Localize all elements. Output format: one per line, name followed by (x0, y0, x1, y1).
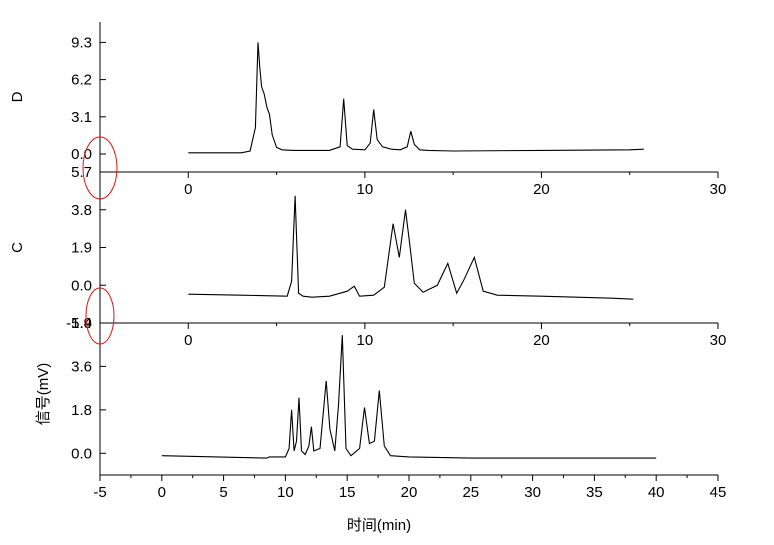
x-tick-label: 0 (158, 484, 166, 501)
x-tick-label: 20 (401, 484, 418, 501)
y-tick-label: 0.0 (71, 277, 92, 294)
y-tick-label: 5.7 (71, 164, 92, 181)
x-tick-label: 10 (357, 181, 374, 198)
y-axis-title: 信号(mV) (35, 363, 52, 426)
x-tick-label: 20 (533, 332, 550, 349)
chart-panel-2: 5.7 3.8 1.9 0.0 -1.9 0 10 20 30 C (9, 164, 726, 349)
annotation-ellipse-upper (82, 136, 118, 200)
x-tick-label: 35 (586, 484, 603, 501)
chart-panel-3: 5.4 3.6 1.8 0.0 -5 0 5 10 15 20 25 30 35 40 45 信号(mV) 时间… (35, 315, 726, 534)
y-tick-label: 9.3 (71, 34, 92, 51)
y-tick-label: 1.9 (71, 240, 92, 257)
y-tick-label: 3.1 (71, 109, 92, 126)
y-tick-label: -1.9 (66, 315, 92, 332)
chromatogram-trace (188, 42, 644, 154)
y-tick-label: 1.8 (71, 402, 92, 419)
x-tick-label: 30 (710, 181, 727, 198)
annotation-ellipse-lower (85, 287, 115, 345)
x-tick-label: 20 (533, 181, 550, 198)
x-tick-label: 0 (184, 181, 192, 198)
y-tick-label: 6.2 (71, 72, 92, 89)
x-tick-label: 15 (339, 484, 356, 501)
chromatogram-trace (161, 335, 657, 459)
y-tick-label: 3.6 (71, 358, 92, 375)
x-tick-label: 40 (648, 484, 665, 501)
x-tick-label: 25 (462, 484, 479, 501)
x-tick-label: 10 (277, 484, 294, 501)
y-tick-label: 0.0 (71, 146, 92, 163)
y-tick-label: 0.0 (71, 445, 92, 462)
x-tick-label: -5 (93, 484, 106, 501)
x-axis-title: 时间(min) (347, 517, 411, 534)
x-tick-label: 45 (710, 484, 727, 501)
panel-label: D (9, 91, 26, 102)
x-tick-label: 30 (710, 332, 727, 349)
y-tick-label: 3.8 (71, 202, 92, 219)
y-tick-label: 5.4 (71, 315, 92, 332)
x-tick-label: 5 (219, 484, 227, 501)
chromatogram-trace (188, 195, 634, 300)
x-tick-label: 30 (524, 484, 541, 501)
chart-panel-1: 0.0 3.1 6.2 9.3 0 10 20 30 D (9, 22, 726, 198)
panel-label: C (9, 242, 26, 253)
x-tick-label: 10 (357, 332, 374, 349)
x-tick-label: 0 (184, 332, 192, 349)
